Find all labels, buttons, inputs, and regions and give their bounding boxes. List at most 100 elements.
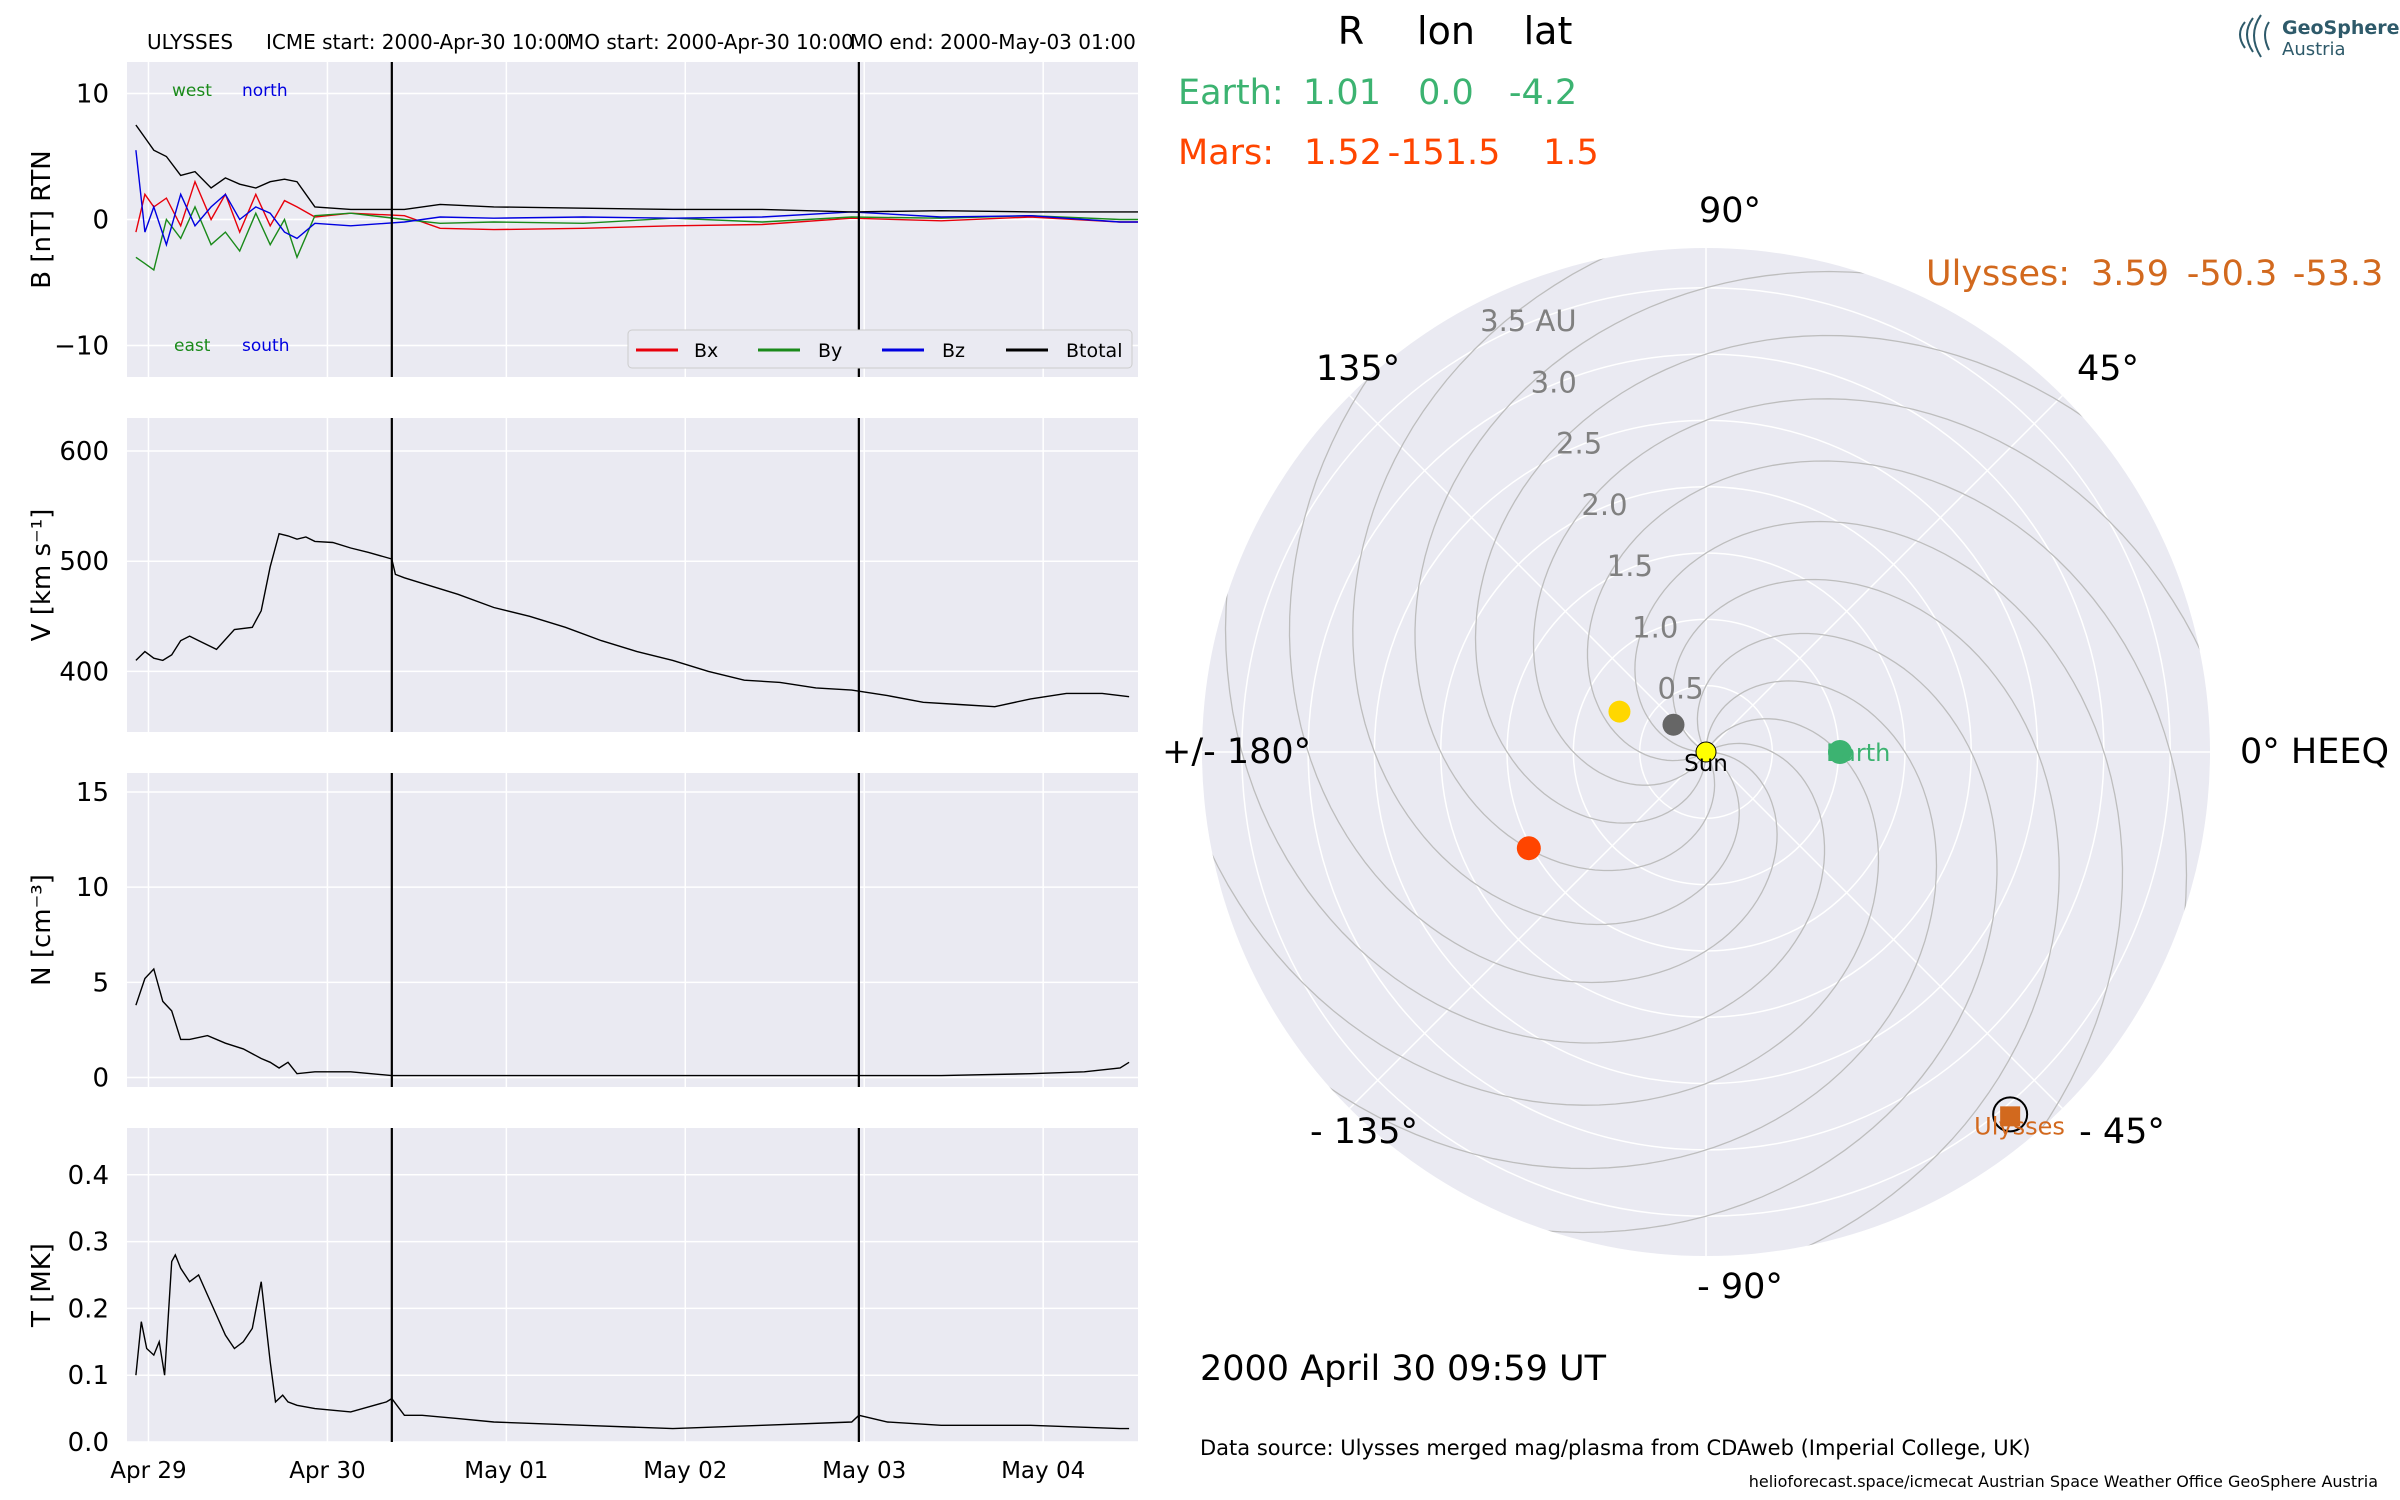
y-tick-label: 10: [76, 80, 109, 110]
angle-label: 45°: [2077, 349, 2139, 389]
panel-background: [127, 773, 1138, 1087]
parker-spiral-line: [1224, 248, 2210, 1044]
position-table: R lon lat Earth: 1.01 0.0 -4.2 Mars: 1.5…: [1178, 9, 2383, 294]
y-tick-label: 0.4: [68, 1161, 109, 1191]
icme-start-title: ICME start: 2000-Apr-30 10:00: [266, 30, 569, 54]
y-tick-label: 0.3: [68, 1228, 109, 1258]
x-tick-label: May 03: [822, 1458, 906, 1484]
data-source: Data source: Ulysses merged mag/plasma f…: [1200, 1436, 2031, 1460]
table-header-lat: lat: [1524, 9, 1573, 53]
radial-tick-label: 1.0: [1632, 610, 1678, 644]
table-header-r: R: [1338, 9, 1364, 53]
mo-start-title: MO start: 2000-Apr-30 10:00: [567, 30, 854, 54]
series-line-n: [135, 967, 1130, 1077]
y-axis-label: N [cm⁻³]: [27, 874, 57, 986]
mercury-marker: [1662, 713, 1685, 736]
panel-temperature: 0.4 0.3 0.2 0.1 0.0 T [MK] Apr 29 Apr 30 May 01 M…: [27, 1128, 1138, 1484]
series-line-by: [135, 205, 1138, 272]
parker-spiral-line: [1202, 460, 2188, 1256]
y-tick-label: 0: [92, 1063, 109, 1093]
earth-lat: -4.2: [1509, 73, 1577, 113]
y-tick-label: 10: [76, 873, 109, 903]
angular-gridline: [1705, 395, 2063, 753]
mo-end-title: MO end: 2000-May-03 01:00: [850, 30, 1136, 54]
radial-tick-label: 2.5: [1556, 427, 1602, 461]
mars-lon: -151.5: [1388, 133, 1501, 173]
ulysses-label: Ulysses: [1974, 1112, 2065, 1140]
angular-gridline: [1705, 751, 2063, 1109]
polar-plot: 0.5 1.0 1.5 2.0 2.5 3.0 3.5 AU 90° 45° 0° HEEQ - 4…: [1162, 191, 2389, 1307]
y-axis-label: T [MK]: [27, 1243, 57, 1328]
panel-background: [127, 1128, 1138, 1442]
y-tick-label: 500: [59, 547, 109, 577]
y-tick-label: 600: [59, 437, 109, 467]
angle-label: - 135°: [1310, 1112, 1418, 1152]
x-tick-label: Apr 30: [289, 1458, 365, 1484]
x-tick-label: Apr 29: [110, 1458, 186, 1484]
y-tick-label: 0.0: [68, 1428, 109, 1458]
panel-background: [127, 418, 1138, 732]
parker-spiral-line: [1323, 398, 2210, 1256]
angle-label: - 45°: [2079, 1112, 2165, 1152]
south-label: south: [242, 336, 289, 356]
earth-lon: 0.0: [1418, 73, 1474, 113]
angular-gridline: [1349, 751, 1707, 1109]
radial-tick-label: 3.5 AU: [1480, 304, 1576, 338]
logo-sub: Austria: [2282, 39, 2346, 60]
parker-spiral-line: [1202, 248, 1938, 1170]
y-tick-label: 0.1: [68, 1361, 109, 1391]
mars-marker: [1516, 836, 1541, 861]
series-line-bx: [135, 179, 1138, 234]
y-tick-label: 5: [92, 968, 109, 998]
panel-density: 15 10 5 0 N [cm⁻³]: [27, 773, 1138, 1093]
series-line-v: [135, 532, 1130, 708]
east-label: east: [174, 336, 211, 356]
angle-label: 135°: [1316, 349, 1400, 389]
legend-box: [627, 329, 1133, 369]
angle-label: - 90°: [1697, 1267, 1783, 1307]
y-axis-label: B [nT] RTN: [27, 150, 57, 289]
radial-tick-label: 1.5: [1607, 549, 1653, 583]
series-line-t: [135, 1253, 1130, 1430]
earth-r: 1.01: [1303, 73, 1381, 113]
ulysses-lon: -50.3: [2187, 254, 2278, 294]
angle-label: +/- 180°: [1162, 732, 1311, 772]
y-tick-label: −10: [54, 332, 109, 362]
x-tick-label: May 04: [1001, 1458, 1085, 1484]
geosphere-logo: GeoSphere Austria: [2239, 14, 2400, 60]
radial-tick-label: 0.5: [1658, 672, 1704, 706]
angle-label: 90°: [1699, 191, 1761, 231]
angle-label: 0° HEEQ: [2240, 732, 2389, 772]
y-tick-label: 0.2: [68, 1294, 109, 1324]
sun-marker: [1695, 741, 1717, 763]
x-tick-label: May 01: [464, 1458, 548, 1484]
parker-spiral-line: [1352, 248, 2210, 1135]
y-tick-label: 15: [76, 778, 109, 808]
legend-bz-label: Bz: [942, 340, 965, 362]
y-tick-label: 0: [92, 206, 109, 236]
datetime-label: 2000 April 30 09:59 UT: [1200, 1349, 1607, 1389]
parker-spiral-line: [1202, 369, 2060, 1256]
y-axis-label: V [km s⁻¹]: [27, 509, 57, 642]
panel-magnetic-field: 10 0 −10 B [nT] RTN: [27, 62, 1138, 377]
venus-marker: [1608, 700, 1631, 723]
angular-gridline: [1349, 395, 1707, 753]
parker-spiral-line: [1414, 270, 2210, 1256]
west-label: west: [172, 81, 212, 101]
mars-r: 1.52: [1304, 133, 1382, 173]
mars-name: Mars:: [1178, 133, 1274, 173]
parker-spiral-line: [1202, 248, 1998, 1234]
ulysses-name: Ulysses:: [1926, 254, 2070, 294]
earth-marker: [1827, 740, 1852, 764]
spacecraft-title: ULYSSES: [147, 30, 233, 54]
ulysses-r: 3.59: [2091, 254, 2169, 294]
ulysses-ring: [1992, 1096, 2029, 1133]
parker-spiral-line: [1474, 334, 2210, 1256]
logo-name: GeoSphere: [2282, 17, 2400, 39]
legend-by-label: By: [818, 340, 842, 362]
x-tick-label: May 02: [643, 1458, 727, 1484]
earth-name: Earth:: [1178, 73, 1284, 113]
radial-tick-label: 2.0: [1581, 488, 1627, 522]
